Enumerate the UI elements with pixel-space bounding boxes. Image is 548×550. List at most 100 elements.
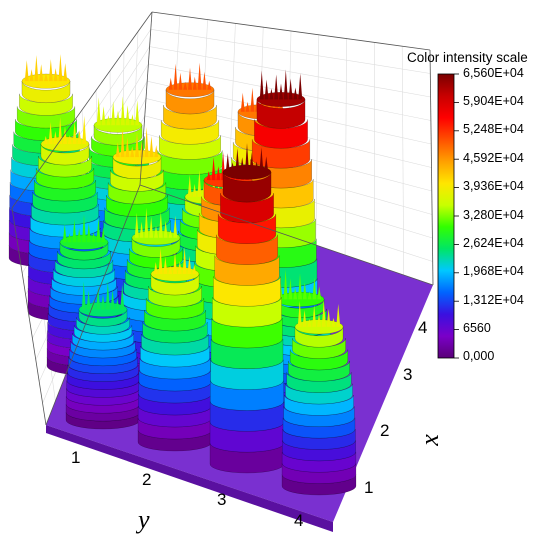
peak-spike xyxy=(264,79,269,100)
peak-spike xyxy=(207,80,212,90)
peak-band xyxy=(72,333,134,351)
peak-spike xyxy=(149,136,154,158)
peak-spike xyxy=(297,300,302,327)
peak-spike xyxy=(43,136,48,145)
y-tick-label: 1 xyxy=(71,448,81,467)
peak-spike xyxy=(235,148,240,173)
peak-band xyxy=(48,304,120,323)
peak-spike xyxy=(110,289,115,310)
peak-spike xyxy=(154,145,159,158)
peak-band xyxy=(66,372,140,390)
peak-spike xyxy=(293,287,298,300)
peak-spike xyxy=(254,161,259,173)
peak-spike xyxy=(197,169,202,197)
peak-spike xyxy=(288,278,293,300)
peak-spike xyxy=(269,88,274,100)
peak-spike xyxy=(245,143,249,173)
peak-spike xyxy=(144,127,149,158)
peak-spike xyxy=(77,228,82,243)
peak-spike xyxy=(279,83,283,100)
peak-spike xyxy=(153,262,158,275)
peak-spike xyxy=(317,313,321,327)
peak-spike xyxy=(230,162,235,173)
peak-spike xyxy=(250,87,255,112)
peak-band xyxy=(283,406,355,427)
peak-spike xyxy=(182,247,187,275)
peak-spike xyxy=(168,266,173,275)
peak-spike xyxy=(53,131,58,145)
peak-spike xyxy=(67,233,72,243)
peak-spike xyxy=(81,281,86,310)
peak-spike xyxy=(192,76,197,90)
peak-band xyxy=(217,213,277,244)
peak-spike xyxy=(48,59,53,82)
peak-spike xyxy=(312,304,317,327)
colorbar-tick-label: 0,000 xyxy=(463,349,495,363)
peak-band xyxy=(53,268,115,287)
peak-column xyxy=(209,143,285,474)
peak-spike xyxy=(77,130,82,145)
peak-spike xyxy=(91,232,96,243)
colorbar-tick-label: 3,936E+04 xyxy=(463,179,524,193)
peak-band xyxy=(31,203,99,226)
peak-spike xyxy=(63,126,67,145)
peak-spike xyxy=(44,73,48,82)
colorbar-tick-label: 6,560E+04 xyxy=(463,66,524,80)
peak-spike xyxy=(187,256,192,275)
colorbar-tick-marks xyxy=(454,73,459,359)
peak-band xyxy=(140,345,210,368)
peak-spike xyxy=(264,156,269,173)
peak-band xyxy=(32,191,98,214)
peak-spike xyxy=(168,229,173,238)
peak-spike xyxy=(101,294,105,310)
peak-spike xyxy=(302,309,307,327)
peak-spike xyxy=(111,101,116,126)
peak-spike xyxy=(125,137,130,158)
peak-band xyxy=(220,193,274,224)
grid-line xyxy=(344,38,347,256)
peak-spike xyxy=(216,166,221,181)
peak-spike xyxy=(259,147,264,173)
peak-band xyxy=(285,383,353,405)
peak-spike xyxy=(135,132,139,158)
axis-box-frame xyxy=(11,11,434,426)
peak-spike xyxy=(134,212,139,238)
peak-spike xyxy=(120,128,125,158)
peak-spike xyxy=(115,298,120,310)
peak-spike xyxy=(72,121,77,145)
colorbar-tick-label: 1,968E+04 xyxy=(463,264,524,278)
peak-spike xyxy=(173,252,177,275)
peak-spike xyxy=(139,141,144,158)
peak-spike xyxy=(105,280,110,310)
peak-spike xyxy=(158,211,163,238)
peak-spike xyxy=(154,225,158,238)
grid-line xyxy=(401,46,405,276)
peak-spike xyxy=(240,92,245,112)
peak-spike xyxy=(283,69,288,100)
peak-spike xyxy=(139,221,144,238)
peak-spike xyxy=(274,74,279,100)
peak-band xyxy=(282,440,356,462)
peak-spike xyxy=(58,117,63,145)
peak-spike xyxy=(240,157,245,173)
grid-line xyxy=(315,34,320,246)
colorbar-tick-label: 1,312E+04 xyxy=(463,293,524,307)
x-axis-title: x xyxy=(414,434,444,446)
peak-spike xyxy=(298,73,303,100)
frame-edge xyxy=(139,184,434,286)
peak-spike xyxy=(259,70,264,100)
peak-spike xyxy=(96,285,101,310)
peak-spike xyxy=(283,269,288,300)
peak-spike xyxy=(206,171,211,181)
colorbar-tick-label: 2,624E+04 xyxy=(463,236,524,250)
peak-band xyxy=(210,359,284,390)
peak-spike xyxy=(178,72,183,90)
x-tick-label: 1 xyxy=(364,478,374,497)
peak-band xyxy=(144,309,206,332)
peak-spike xyxy=(116,110,120,126)
peak-spike xyxy=(72,219,77,243)
frame-edge xyxy=(11,11,153,209)
peak-spike xyxy=(82,214,86,243)
colorbar-tick-label: 6560 xyxy=(463,321,491,335)
peak-band xyxy=(129,248,183,269)
